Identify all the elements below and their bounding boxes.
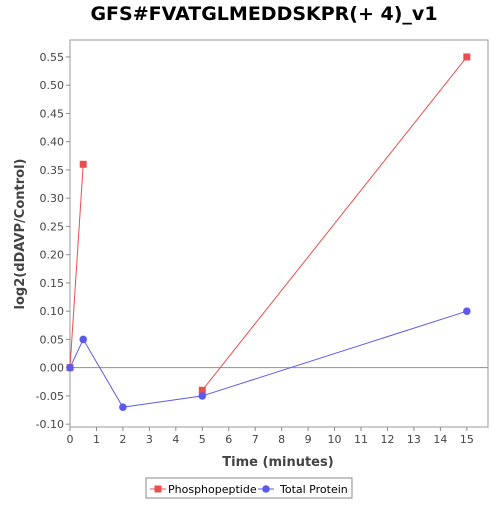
data-point-circle <box>79 335 88 344</box>
data-point-square <box>79 160 87 168</box>
x-tick-label: 8 <box>278 433 285 446</box>
x-tick-label: 9 <box>305 433 312 446</box>
legend: Phosphopeptide Total Protein <box>145 477 353 499</box>
y-axis: -0.10 -0.05 0.00 0.05 0.10 0.15 0.20 0.25 0.30 0.… <box>36 51 70 431</box>
y-tick-label: 0.05 <box>40 333 65 346</box>
data-point-circle <box>119 403 127 412</box>
y-tick-label: 0.00 <box>40 362 65 375</box>
y-tick-label: 0.20 <box>40 249 65 262</box>
data-point-square <box>198 386 206 394</box>
y-tick-label: 0.35 <box>40 164 65 177</box>
x-axis-label: Time (minutes) <box>222 455 333 470</box>
legend-items: Phosphopeptide Total Protein <box>150 483 348 496</box>
legend-label: Total Protein <box>279 483 348 496</box>
data-point-circle <box>66 363 74 372</box>
x-tick-label: 0 <box>67 433 74 446</box>
x-axis: 0 1 2 3 4 5 6 7 8 9 10 11 12 13 14 15 <box>67 427 474 446</box>
legend-box <box>145 477 353 499</box>
y-tick-label: 0.50 <box>40 79 65 92</box>
x-tick-label: 2 <box>119 433 126 446</box>
series-layer <box>66 53 471 412</box>
y-tick-label: 0.55 <box>40 51 65 64</box>
data-point-square <box>463 53 471 61</box>
y-tick-label: -0.10 <box>36 418 64 431</box>
series-line <box>201 56 468 391</box>
data-point-circle <box>198 392 207 400</box>
legend-label: Phosphopeptide <box>168 483 257 496</box>
x-tick-label: 7 <box>252 433 259 446</box>
y-axis-label: log2(dDAVP/Control) <box>13 159 28 310</box>
y-tick-label: 0.45 <box>40 107 65 120</box>
x-tick-label: 1 <box>93 433 100 446</box>
x-tick-label: 12 <box>380 433 394 446</box>
y-tick-label: 0.10 <box>40 305 65 318</box>
y-tick-label: 0.15 <box>40 277 65 290</box>
y-tick-label: -0.05 <box>36 390 64 403</box>
x-tick-label: 11 <box>354 433 368 446</box>
y-tick-label: 0.25 <box>40 220 65 233</box>
series-line <box>69 164 84 368</box>
y-tick-label: 0.30 <box>40 192 65 205</box>
x-tick-label: 3 <box>146 433 153 446</box>
x-tick-label: 13 <box>407 433 421 446</box>
chart-title: GFS#FVATGLMEDDSKPR(+ 4)_v1 <box>90 3 437 25</box>
data-point-circle <box>463 307 471 315</box>
legend-square-marker <box>154 485 162 493</box>
x-tick-label: 14 <box>433 433 447 446</box>
x-tick-label: 4 <box>172 433 179 446</box>
series-total-protein <box>66 307 471 412</box>
plot-area <box>69 39 489 428</box>
x-tick-label: 10 <box>328 433 342 446</box>
x-tick-label: 15 <box>460 433 474 446</box>
x-tick-label: 6 <box>225 433 232 446</box>
y-tick-label: 0.40 <box>40 136 65 149</box>
legend-circle-marker <box>262 485 270 493</box>
x-tick-label: 5 <box>199 433 206 446</box>
